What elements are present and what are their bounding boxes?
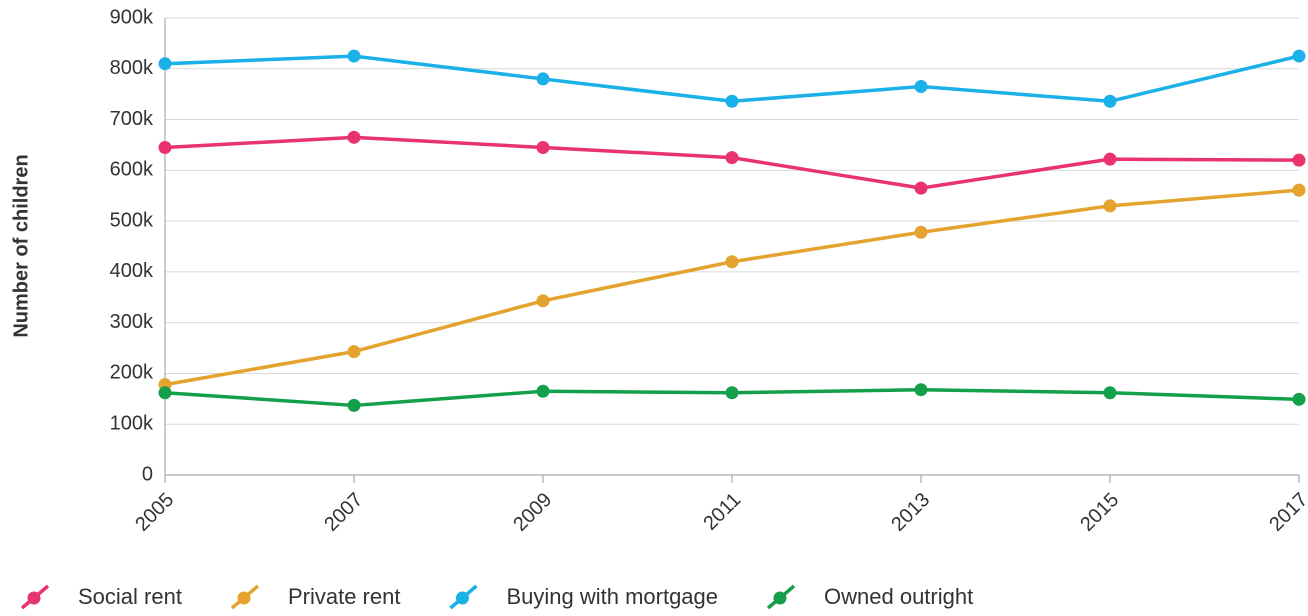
data-point: [158, 57, 172, 71]
legend-label: Private rent: [288, 584, 401, 609]
x-tick-label: 2013: [887, 489, 934, 536]
legend-item: Private rent: [230, 584, 401, 610]
data-point: [1103, 199, 1117, 213]
data-point: [536, 72, 550, 86]
data-point: [1103, 94, 1117, 108]
x-tick-label: 2015: [1076, 489, 1123, 536]
data-point: [536, 384, 550, 398]
y-tick-label: 0: [142, 463, 153, 485]
data-point: [725, 255, 739, 269]
data-point: [914, 225, 928, 239]
y-axis-label: Number of children: [10, 154, 32, 337]
data-point: [725, 386, 739, 400]
legend-swatch-dot: [455, 591, 469, 605]
legend-item: Social rent: [20, 584, 182, 610]
y-tick-label: 900k: [110, 6, 154, 28]
data-point: [347, 49, 361, 63]
series-line: [164, 54, 1300, 104]
data-point: [1103, 152, 1117, 166]
data-point: [347, 345, 361, 359]
data-point: [1292, 49, 1306, 63]
y-tick-label: 800k: [110, 57, 154, 79]
data-point: [725, 94, 739, 108]
data-point: [914, 181, 928, 195]
data-point: [914, 80, 928, 94]
y-tick-label: 500k: [110, 209, 154, 231]
data-point: [536, 294, 550, 308]
y-tick-label: 300k: [110, 311, 154, 333]
series-line: [164, 188, 1300, 387]
y-tick-label: 200k: [110, 362, 154, 384]
y-tick-label: 100k: [110, 413, 154, 435]
data-point: [914, 383, 928, 397]
y-tick-label: 600k: [110, 159, 154, 181]
legend-item: Buying with mortgage: [449, 584, 718, 610]
y-tick-label: 400k: [110, 260, 154, 282]
legend-label: Buying with mortgage: [506, 584, 718, 609]
legend-label: Owned outright: [824, 584, 973, 609]
data-point: [1292, 392, 1306, 406]
legend-swatch-dot: [773, 591, 787, 605]
x-tick-label: 2011: [699, 489, 745, 535]
data-point: [347, 130, 361, 144]
data-point: [1103, 386, 1117, 400]
legend-swatch-dot: [27, 591, 41, 605]
x-tick-label: 2009: [509, 489, 556, 536]
x-tick-label: 2007: [320, 489, 367, 536]
x-tick-label: 2017: [1265, 489, 1308, 536]
data-point: [158, 140, 172, 154]
data-point: [725, 151, 739, 165]
data-point: [158, 386, 172, 400]
data-point: [347, 398, 361, 412]
x-tick-label: 2005: [131, 489, 178, 536]
data-point: [1292, 153, 1306, 167]
data-point: [536, 140, 550, 154]
legend-swatch-dot: [237, 591, 251, 605]
data-point: [1292, 183, 1306, 197]
y-tick-label: 700k: [110, 108, 154, 130]
legend-label: Social rent: [78, 584, 182, 609]
legend-item: Owned outright: [766, 584, 973, 610]
